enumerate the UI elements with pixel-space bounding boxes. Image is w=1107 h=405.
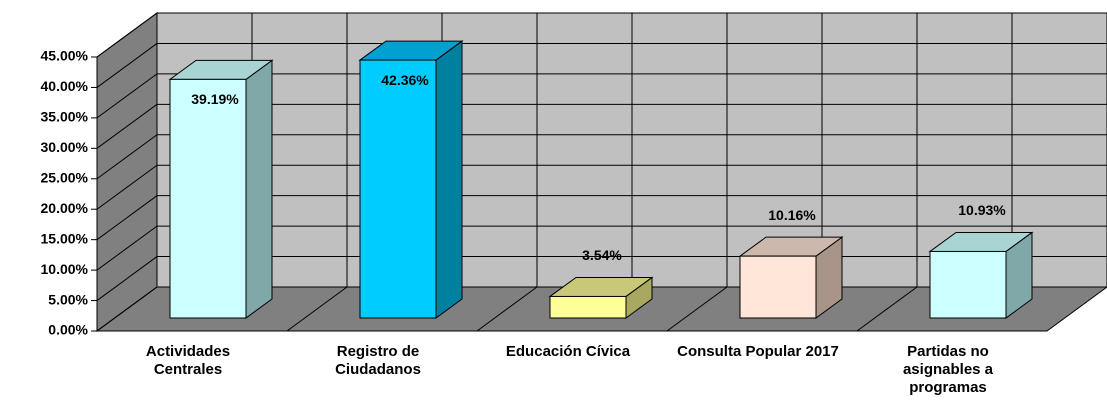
bar xyxy=(739,255,817,319)
y-tick-label: 20.00% xyxy=(41,200,89,216)
grid-line xyxy=(96,164,158,210)
grid-line xyxy=(96,12,158,58)
floor-divider xyxy=(286,286,348,332)
value-label: 10.93% xyxy=(958,202,1006,218)
bar-side xyxy=(435,40,463,319)
grid-line xyxy=(96,43,158,88)
y-tick-label: 30.00% xyxy=(41,139,89,155)
grid-line xyxy=(96,225,158,271)
grid-line xyxy=(96,195,158,241)
bar-side xyxy=(245,59,273,319)
bar xyxy=(929,250,1007,319)
y-tick-label: 40.00% xyxy=(41,78,89,94)
bar xyxy=(359,59,437,319)
bar xyxy=(169,78,247,319)
value-label: 42.36% xyxy=(381,72,429,88)
y-tick-label: 35.00% xyxy=(41,109,89,125)
x-tick-label: Actividades Centrales xyxy=(145,343,231,378)
x-tick-label: Registro de Ciudadanos xyxy=(335,343,421,378)
bar xyxy=(549,295,627,319)
value-label: 39.19% xyxy=(191,91,239,107)
y-tick-label: 45.00% xyxy=(41,48,89,64)
x-tick-label: Partidas no asignables a programas xyxy=(902,343,994,396)
y-tick-label: 5.00% xyxy=(48,291,88,307)
value-label: 3.54% xyxy=(582,247,622,263)
grid-line xyxy=(96,286,158,332)
grid-line xyxy=(96,134,158,180)
value-label: 10.16% xyxy=(768,207,816,223)
y-tick-label: 15.00% xyxy=(41,230,89,246)
grid-line xyxy=(96,73,158,119)
y-tick-label: 0.00% xyxy=(48,322,88,338)
y-tick-label: 10.00% xyxy=(41,261,89,277)
x-tick-label: Consulta Popular 2017 xyxy=(677,343,839,360)
floor-divider xyxy=(476,286,538,332)
x-tick-label: Educación Cívica xyxy=(505,343,631,360)
floor-divider xyxy=(856,286,918,332)
grid-line xyxy=(96,256,158,301)
floor-divider xyxy=(666,286,728,332)
grid-line xyxy=(96,103,158,149)
y-tick-label: 25.00% xyxy=(41,169,89,185)
